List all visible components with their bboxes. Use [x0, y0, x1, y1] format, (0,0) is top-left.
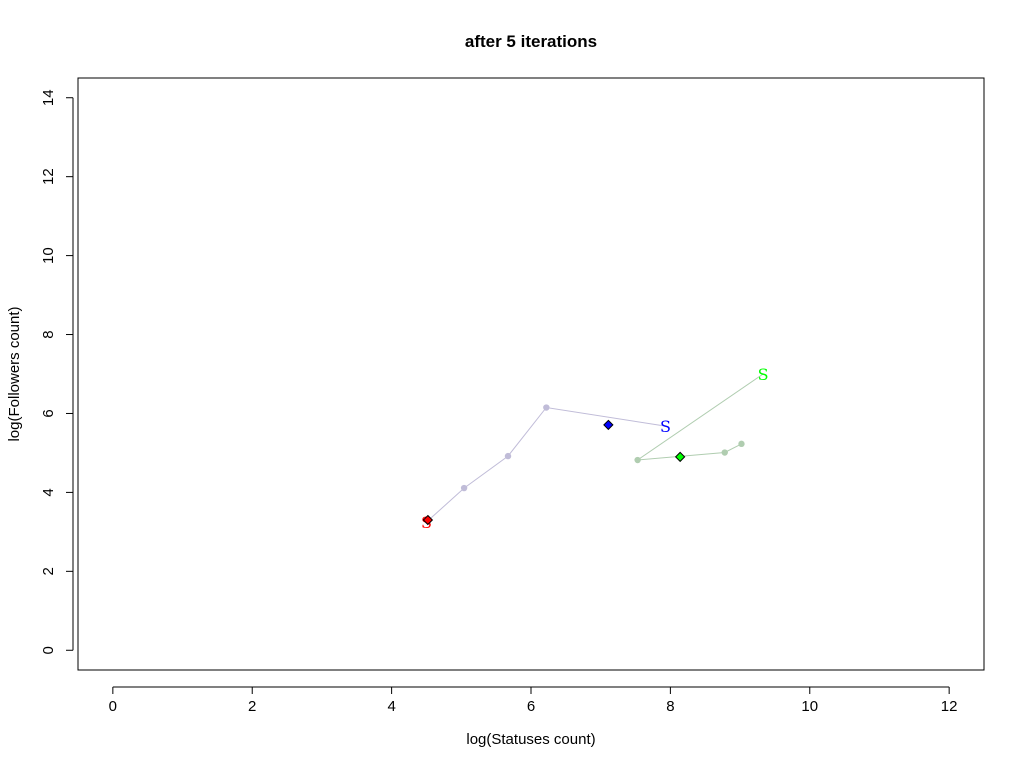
x-tick-label: 10 — [801, 698, 818, 715]
trail-line — [427, 406, 666, 522]
trail-point — [634, 456, 641, 464]
x-tick-label: 0 — [109, 698, 117, 715]
y-tick-label: 8 — [40, 330, 57, 338]
data-marks: SSS — [421, 365, 769, 532]
start-marker: S — [758, 365, 769, 384]
chart-title: after 5 iterations — [465, 32, 597, 51]
trail-point — [543, 404, 550, 411]
y-tick-label: 14 — [40, 89, 57, 106]
x-axis: 0 2 4 6 8 10 12 — [109, 686, 958, 715]
x-tick-label: 6 — [527, 698, 535, 715]
y-tick-label: 2 — [40, 567, 57, 575]
current-point — [674, 451, 686, 463]
trail-line — [635, 373, 764, 461]
trail-point — [460, 484, 468, 492]
trail-point — [738, 440, 745, 448]
y-tick-label: 6 — [40, 409, 57, 417]
y-tick-label: 4 — [40, 488, 57, 496]
y-axis: 0 2 4 6 8 10 12 14 — [40, 89, 74, 654]
current-point — [603, 419, 614, 431]
plot-area-frame — [77, 77, 985, 671]
y-tick-label: 10 — [40, 247, 57, 264]
trail-point — [721, 449, 728, 456]
x-axis-label: log(Statuses count) — [466, 731, 595, 748]
x-tick-label: 8 — [666, 698, 674, 715]
x-tick-label: 2 — [248, 698, 256, 715]
y-tick-label: 12 — [40, 168, 57, 185]
y-axis-label: log(Followers count) — [6, 306, 23, 441]
y-tick-label: 0 — [40, 646, 57, 654]
trail-point — [504, 452, 512, 460]
x-tick-label: 4 — [387, 698, 395, 715]
start-marker: S — [660, 417, 671, 436]
current-point — [422, 514, 434, 526]
x-tick-label: 12 — [941, 698, 958, 715]
